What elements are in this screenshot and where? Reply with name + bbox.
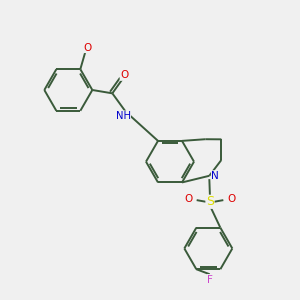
Text: O: O	[227, 194, 236, 204]
Text: NH: NH	[116, 111, 130, 121]
Text: F: F	[207, 274, 213, 285]
Text: S: S	[206, 195, 214, 208]
Text: N: N	[212, 171, 219, 181]
Text: O: O	[83, 43, 91, 52]
Text: O: O	[184, 194, 193, 204]
Text: O: O	[120, 70, 128, 80]
